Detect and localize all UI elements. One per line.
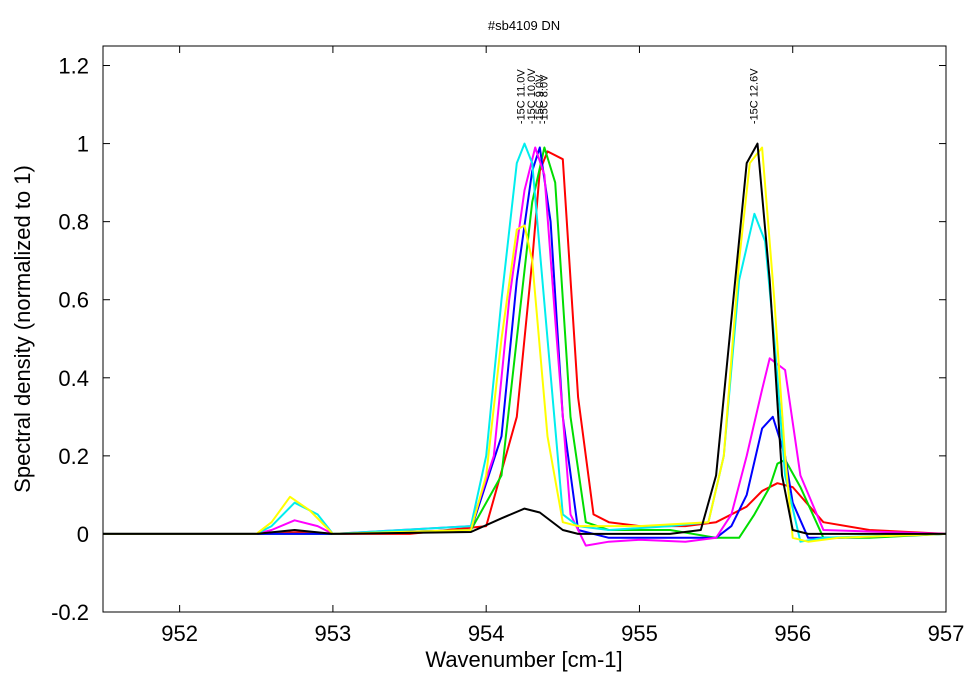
y-tick-label: 0 xyxy=(77,522,89,547)
x-tick-label: 953 xyxy=(315,621,352,646)
peak-label: -15C 10.0V xyxy=(526,68,538,124)
peak-label: -15C 12.6V xyxy=(749,68,761,124)
y-tick-label: 1.2 xyxy=(58,54,89,79)
y-axis-title: Spectral density (normalized to 1) xyxy=(10,165,35,493)
series-line-4 xyxy=(103,146,947,547)
plot-area xyxy=(103,142,947,547)
x-axis-title: Wavenumber [cm-1] xyxy=(425,647,622,672)
x-axis: 952 953 954 955 956 957 xyxy=(161,46,964,646)
series-line-7 xyxy=(103,142,946,535)
peak-label: -15C 8.0V xyxy=(539,74,551,124)
peak-label: -15C 11.0V xyxy=(516,69,528,124)
x-tick-label: 956 xyxy=(774,621,811,646)
y-tick-label: -0.2 xyxy=(51,600,89,625)
chart-title: #sb4109 DN xyxy=(488,18,560,33)
peak-label: -15C 9.0V xyxy=(534,74,546,124)
y-tick-label: 0.2 xyxy=(58,444,89,469)
series-line-1 xyxy=(103,150,947,535)
plot-frame xyxy=(102,45,947,613)
y-tick-label: 0.6 xyxy=(58,288,89,313)
x-tick-label: 952 xyxy=(161,621,198,646)
peak-annotations: -15C 11.0V-15C 10.0V-15C 9.0V-15C 8.0V -1… xyxy=(516,68,761,124)
x-tick-label: 954 xyxy=(468,621,505,646)
series-line-6 xyxy=(103,146,947,543)
x-tick-label: 957 xyxy=(928,621,965,646)
y-tick-label: 0.8 xyxy=(58,210,89,235)
y-axis: -0.2 0 0.2 0.4 0.6 0.8 1 1.2 xyxy=(51,54,946,625)
y-tick-label: 0.4 xyxy=(58,366,89,391)
y-tick-label: 1 xyxy=(77,132,89,157)
series-line-3 xyxy=(103,146,947,539)
x-tick-label: 955 xyxy=(621,621,658,646)
